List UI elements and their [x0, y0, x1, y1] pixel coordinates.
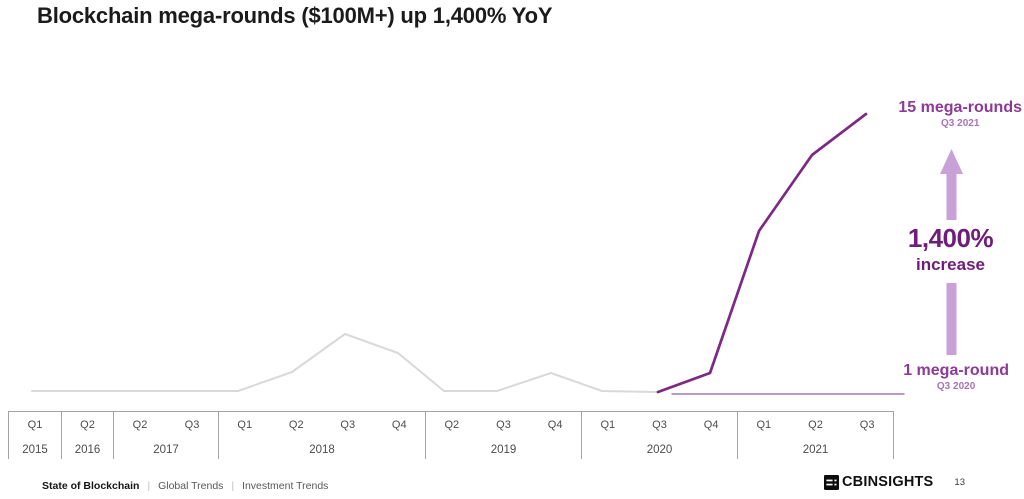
footer-item-global-trends: Global Trends: [158, 480, 224, 492]
page-number: 13: [954, 476, 965, 488]
axis-quarter-label: Q1: [27, 419, 43, 431]
axis-year-label: 2016: [74, 444, 101, 456]
x-axis: Q1 2015 Q2 2016 Q2 Q3 2017 Q1 Q2 Q3 Q4 2018 Q2 Q3 Q4 20…: [8, 411, 894, 459]
axis-year-group-2015: Q1 2015: [8, 412, 61, 459]
cbinsights-logo-icon: [824, 474, 839, 490]
axis-quarter-label: Q3: [184, 419, 200, 431]
footer-separator: |: [147, 480, 151, 492]
annotation-increase-label: increase: [916, 254, 985, 274]
up-arrow-head-segment: [940, 149, 963, 220]
up-arrow-icon: [940, 149, 963, 355]
annotation-base: 1 mega-round Q3 2020: [903, 362, 1009, 393]
axis-quarter-label: Q2: [444, 419, 460, 431]
annotation-increase-value: 1,400%: [907, 223, 994, 253]
axis-year-label: 2017: [153, 444, 179, 456]
footer-report-title: State of Blockchain: [42, 480, 140, 492]
cbinsights-logo-text: CBINSIGHTS: [842, 474, 934, 490]
annotation-peak-label: 15 mega-rounds: [898, 99, 1022, 116]
axis-quarter-label: Q2: [288, 419, 304, 431]
axis-year-group-2017: Q2 Q3 2017: [113, 412, 218, 459]
axis-quarter-label: Q2: [808, 419, 823, 431]
annotation-base-sublabel: Q3 2020: [936, 381, 976, 393]
axis-quarter-row: Q1: [9, 419, 61, 431]
axis-quarter-row: Q2 Q3: [114, 419, 218, 431]
up-arrow-tail-segment: [946, 283, 957, 355]
axis-year-group-2021: Q1 Q2 Q3 2021: [737, 412, 894, 459]
footer: State of Blockchain | Global Trends | In…: [0, 472, 1024, 499]
axis-quarter-label: Q3: [496, 419, 511, 431]
axis-quarter-row: Q2: [62, 419, 113, 431]
axis-quarter-label: Q3: [652, 419, 667, 431]
axis-year-label: 2021: [802, 444, 829, 456]
axis-year-label: 2018: [309, 444, 335, 456]
axis-quarter-label: Q4: [703, 419, 719, 431]
axis-quarter-label: Q3: [859, 419, 875, 431]
axis-year-group-2016: Q2 2016: [61, 412, 113, 459]
axis-quarter-label: Q4: [547, 419, 563, 431]
axis-quarter-label: Q1: [600, 419, 616, 431]
annotation-peak: 15 mega-rounds Q3 2021: [898, 99, 1022, 130]
annotation-increase: 1,400% increase: [893, 223, 1008, 274]
axis-quarter-label: Q2: [80, 419, 95, 431]
axis-year-group-2018: Q1 Q2 Q3 Q4 2018: [218, 412, 425, 459]
axis-year-label: 2020: [646, 444, 673, 456]
footer-breadcrumb: State of Blockchain | Global Trends | In…: [42, 480, 328, 492]
axis-quarter-label: Q1: [237, 419, 253, 431]
axis-quarter-row: Q1 Q3 Q4: [582, 419, 737, 431]
footer-branding: CBINSIGHTS 13: [824, 474, 965, 490]
axis-quarter-label: Q1: [756, 419, 772, 431]
axis-quarter-row: Q2 Q3 Q4: [426, 419, 581, 431]
historical-series-line: [31, 333, 659, 393]
annotation-base-label: 1 mega-round: [903, 362, 1009, 379]
axis-year-label: 2015: [22, 444, 48, 456]
annotation-peak-sublabel: Q3 2021: [941, 118, 980, 130]
footer-item-investment-trends: Investment Trends: [242, 480, 329, 492]
page-title: Blockchain mega-rounds ($100M+) up 1,400…: [37, 3, 553, 28]
footer-separator: |: [231, 480, 235, 492]
axis-quarter-label: Q3: [340, 419, 356, 431]
axis-quarter-row: Q1 Q2 Q3 Q4: [219, 419, 425, 431]
axis-quarter-label: Q2: [132, 419, 148, 431]
axis-quarter-label: Q4: [391, 419, 407, 431]
axis-year-group-2019: Q2 Q3 Q4 2019: [425, 412, 581, 459]
axis-quarter-row: Q1 Q2 Q3: [738, 419, 893, 431]
axis-year-label: 2019: [490, 444, 517, 456]
surge-series-line: [656, 112, 868, 394]
axis-year-group-2020: Q1 Q3 Q4 2020: [581, 412, 737, 459]
